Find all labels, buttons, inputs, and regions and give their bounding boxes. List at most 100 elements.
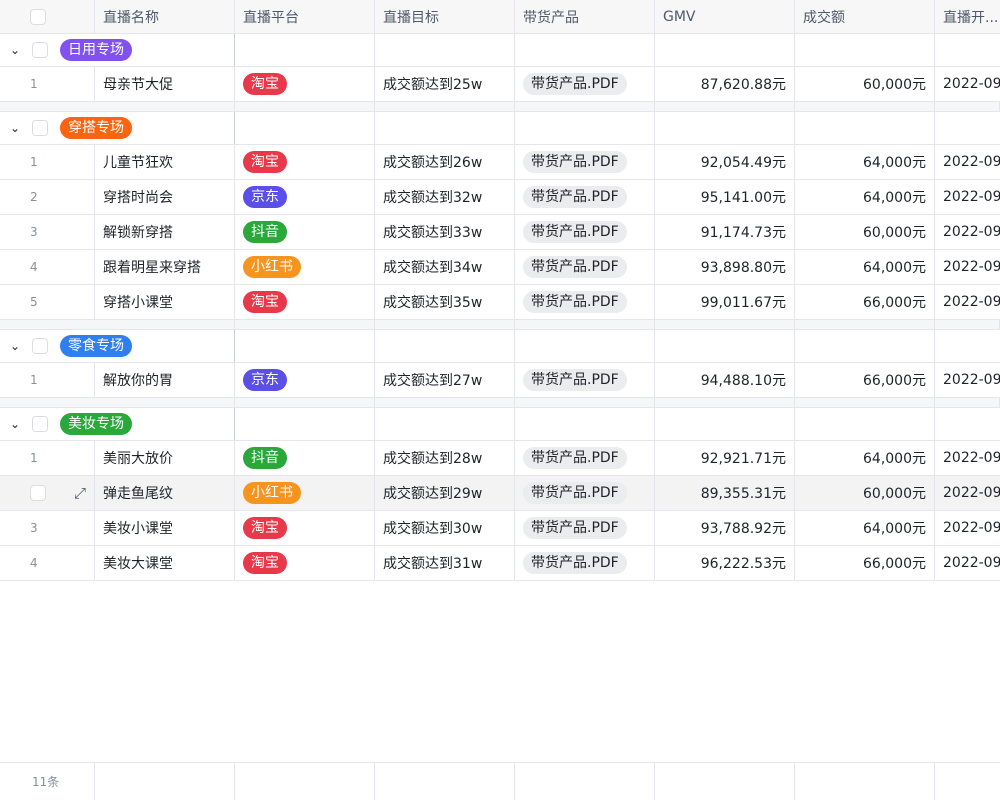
- platform-tag: 淘宝: [243, 517, 287, 539]
- row-amount: 60,000元: [795, 215, 935, 249]
- product-file[interactable]: 带货产品.PDF: [523, 73, 627, 95]
- product-file[interactable]: 带货产品.PDF: [523, 517, 627, 539]
- group-header[interactable]: ⌄ 美妆专场: [0, 408, 1000, 441]
- row-amount: 66,000元: [795, 285, 935, 319]
- row-start: 2022-09: [943, 154, 1000, 170]
- chevron-down-icon[interactable]: ⌄: [10, 339, 21, 353]
- row-index: 5: [0, 285, 95, 319]
- column-header-gmv[interactable]: GMV: [655, 0, 795, 33]
- group-checkbox[interactable]: [32, 120, 48, 136]
- row-index: 4: [0, 546, 95, 580]
- table-row[interactable]: 4 跟着明星来穿搭 小红书 成交额达到34w 带货产品.PDF 93,898.80元 64,…: [0, 250, 1000, 285]
- select-all-checkbox[interactable]: [30, 8, 46, 25]
- column-header-name[interactable]: 直播名称: [95, 0, 235, 33]
- platform-tag: 淘宝: [243, 73, 287, 95]
- row-goal: 成交额达到31w: [375, 546, 515, 580]
- platform-tag: 京东: [243, 369, 287, 391]
- product-file[interactable]: 带货产品.PDF: [523, 291, 627, 313]
- platform-tag: 淘宝: [243, 552, 287, 574]
- row-gmv: 93,898.80元: [655, 250, 795, 284]
- row-gmv: 96,222.53元: [655, 546, 795, 580]
- row-start: 2022-09: [943, 485, 1000, 501]
- product-file[interactable]: 带货产品.PDF: [523, 221, 627, 243]
- group-tag: 美妆专场: [60, 413, 132, 435]
- table-row[interactable]: 1 母亲节大促 淘宝 成交额达到25w 带货产品.PDF 87,620.88元 60,000…: [0, 67, 1000, 102]
- platform-tag: 小红书: [243, 256, 301, 278]
- row-gmv: 89,355.31元: [655, 476, 795, 510]
- row-goal: 成交额达到33w: [375, 215, 515, 249]
- product-file[interactable]: 带货产品.PDF: [523, 369, 627, 391]
- column-header-start[interactable]: 直播开...: [943, 9, 999, 26]
- row-name: 美丽大放价: [95, 441, 235, 475]
- row-gmv: 94,488.10元: [655, 363, 795, 397]
- group-tag: 穿搭专场: [60, 117, 132, 139]
- platform-tag: 抖音: [243, 221, 287, 243]
- table-row[interactable]: ⤢ 弹走鱼尾纹 小红书 成交额达到29w 带货产品.PDF 89,355.31元 60,00…: [0, 476, 1000, 511]
- group-header[interactable]: ⌄ 日用专场: [0, 34, 1000, 67]
- row-amount: 64,000元: [795, 441, 935, 475]
- row-gmv: 93,788.92元: [655, 511, 795, 545]
- table-row[interactable]: 2 穿搭时尚会 京东 成交额达到32w 带货产品.PDF 95,141.00元 64,000…: [0, 180, 1000, 215]
- row-name: 美妆小课堂: [95, 511, 235, 545]
- table-row[interactable]: 4 美妆大课堂 淘宝 成交额达到31w 带货产品.PDF 96,222.53元 66,000…: [0, 546, 1000, 581]
- table-row[interactable]: 1 儿童节狂欢 淘宝 成交额达到26w 带货产品.PDF 92,054.49元 64,000…: [0, 145, 1000, 180]
- group-spacer: [0, 398, 1000, 408]
- column-header-amount[interactable]: 成交额: [795, 0, 935, 33]
- row-start: 2022-09: [943, 76, 1000, 92]
- column-header-platform[interactable]: 直播平台: [235, 0, 375, 33]
- group-tag: 零食专场: [60, 335, 132, 357]
- platform-tag: 淘宝: [243, 151, 287, 173]
- chevron-down-icon[interactable]: ⌄: [10, 43, 21, 57]
- table-row[interactable]: 5 穿搭小课堂 淘宝 成交额达到35w 带货产品.PDF 99,011.67元 66,000…: [0, 285, 1000, 320]
- row-goal: 成交额达到25w: [375, 67, 515, 101]
- row-goal: 成交额达到32w: [375, 180, 515, 214]
- row-name: 母亲节大促: [95, 67, 235, 101]
- group-header[interactable]: ⌄ 零食专场: [0, 330, 1000, 363]
- product-file[interactable]: 带货产品.PDF: [523, 447, 627, 469]
- row-start: 2022-09: [943, 224, 1000, 240]
- row-amount: 64,000元: [795, 250, 935, 284]
- row-goal: 成交额达到26w: [375, 145, 515, 179]
- table-row[interactable]: 1 解放你的胃 京东 成交额达到27w 带货产品.PDF 94,488.10元 66,000…: [0, 363, 1000, 398]
- group-checkbox[interactable]: [32, 416, 48, 432]
- row-name: 跟着明星来穿搭: [95, 250, 235, 284]
- row-index: 2: [0, 180, 95, 214]
- row-amount: 64,000元: [795, 511, 935, 545]
- column-header-goal[interactable]: 直播目标: [375, 0, 515, 33]
- chevron-down-icon[interactable]: ⌄: [10, 121, 21, 135]
- row-gmv: 87,620.88元: [655, 67, 795, 101]
- row-name: 穿搭时尚会: [95, 180, 235, 214]
- chevron-down-icon[interactable]: ⌄: [10, 417, 21, 431]
- table-header: 直播名称 直播平台 直播目标 带货产品 GMV 成交额 直播开...: [0, 0, 1000, 34]
- column-header-product[interactable]: 带货产品: [515, 0, 655, 33]
- row-start: 2022-09: [943, 189, 1000, 205]
- expand-icon[interactable]: ⤢: [73, 484, 86, 502]
- row-checkbox[interactable]: [30, 485, 46, 501]
- product-file[interactable]: 带货产品.PDF: [523, 482, 627, 504]
- row-index: 3: [0, 511, 95, 545]
- group-checkbox[interactable]: [32, 42, 48, 58]
- row-amount: 66,000元: [795, 363, 935, 397]
- row-index: 1: [0, 363, 95, 397]
- row-gmv: 91,174.73元: [655, 215, 795, 249]
- table-row[interactable]: 3 美妆小课堂 淘宝 成交额达到30w 带货产品.PDF 93,788.92元 64,000…: [0, 511, 1000, 546]
- product-file[interactable]: 带货产品.PDF: [523, 552, 627, 574]
- row-amount: 66,000元: [795, 546, 935, 580]
- row-index: 1: [0, 67, 95, 101]
- table-row[interactable]: 3 解锁新穿搭 抖音 成交额达到33w 带货产品.PDF 91,174.73元 60,000…: [0, 215, 1000, 250]
- row-goal: 成交额达到28w: [375, 441, 515, 475]
- row-name: 解放你的胃: [95, 363, 235, 397]
- group-header[interactable]: ⌄ 穿搭专场: [0, 112, 1000, 145]
- group-tag: 日用专场: [60, 39, 132, 61]
- table-row[interactable]: 1 美丽大放价 抖音 成交额达到28w 带货产品.PDF 92,921.71元 64,000…: [0, 441, 1000, 476]
- row-amount: 60,000元: [795, 476, 935, 510]
- row-start: 2022-09: [943, 450, 1000, 466]
- product-file[interactable]: 带货产品.PDF: [523, 151, 627, 173]
- row-name: 解锁新穿搭: [95, 215, 235, 249]
- group-spacer: [0, 102, 1000, 112]
- platform-tag: 抖音: [243, 447, 287, 469]
- group-checkbox[interactable]: [32, 338, 48, 354]
- product-file[interactable]: 带货产品.PDF: [523, 186, 627, 208]
- product-file[interactable]: 带货产品.PDF: [523, 256, 627, 278]
- row-name: 美妆大课堂: [95, 546, 235, 580]
